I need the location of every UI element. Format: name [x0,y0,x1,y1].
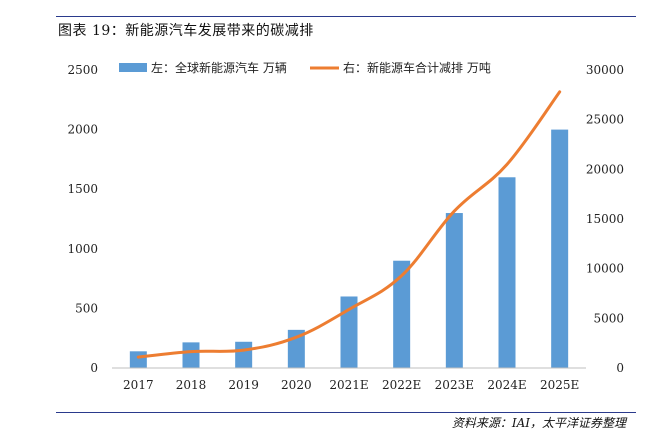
x-tick-label: 2022E [382,378,421,392]
x-tick-label: 2017 [123,378,154,392]
x-tick-label: 2020 [281,378,312,392]
source-top-rule [56,412,636,413]
right-tick-label: 20000 [586,162,624,176]
x-tick-label: 2019 [228,378,259,392]
x-tick-label: 2021E [329,378,368,392]
x-tick-label: 2023E [435,378,474,392]
left-axis-ticks: 0 500 1000 1500 2000 2500 [67,63,98,375]
legend-line-label: 右：新能源车合计减排 万吨 [343,60,491,75]
title-top-rule [56,16,636,17]
x-tick-label: 2025E [540,378,579,392]
bar-2023E [445,213,463,368]
right-tick-label: 30000 [586,63,624,77]
bar-2017 [129,351,147,368]
x-axis-tick-labels: 2017 2018 2019 2020 2021E 2022E 2023E 2024E 2025… [123,378,579,392]
combo-chart: 左：全球新能源汽车 万辆 右：新能源车合计减排 万吨 0 500 1000 1500 2… [67,60,624,392]
bar-series [129,129,569,368]
bar-2022E [393,260,411,368]
right-tick-label: 0 [616,361,624,375]
right-tick-label: 5000 [593,311,624,325]
bar-2021E [340,296,358,368]
source-note: 资料来源：IAI，太平洋证券整理 [451,416,626,430]
right-tick-label: 25000 [586,113,624,127]
left-tick-label: 1000 [67,242,98,256]
line-series [136,90,562,359]
left-tick-label: 2000 [67,123,98,137]
bar-2018 [182,342,200,368]
left-tick-label: 0 [90,361,98,375]
legend-bar-label: 左：全球新能源汽车 万辆 [151,60,287,75]
x-tick-label: 2024E [487,378,526,392]
bar-2019 [235,341,253,368]
right-tick-label: 15000 [586,212,624,226]
left-tick-label: 500 [75,301,98,315]
right-tick-label: 10000 [586,262,624,276]
figure-title: 图表 19：新能源汽车发展带来的碳减排 [58,23,314,39]
x-tick-label: 2018 [176,378,207,392]
right-axis-ticks: 0 5000 10000 15000 20000 25000 30000 [586,63,624,375]
bar-2024E [498,177,516,368]
left-tick-label: 1500 [67,182,98,196]
emission-reduction-line [136,90,562,359]
legend-bar-swatch [119,63,147,72]
bar-2025E [551,129,569,368]
left-tick-label: 2500 [67,63,98,77]
legend: 左：全球新能源汽车 万辆 右：新能源车合计减排 万吨 [119,60,491,75]
